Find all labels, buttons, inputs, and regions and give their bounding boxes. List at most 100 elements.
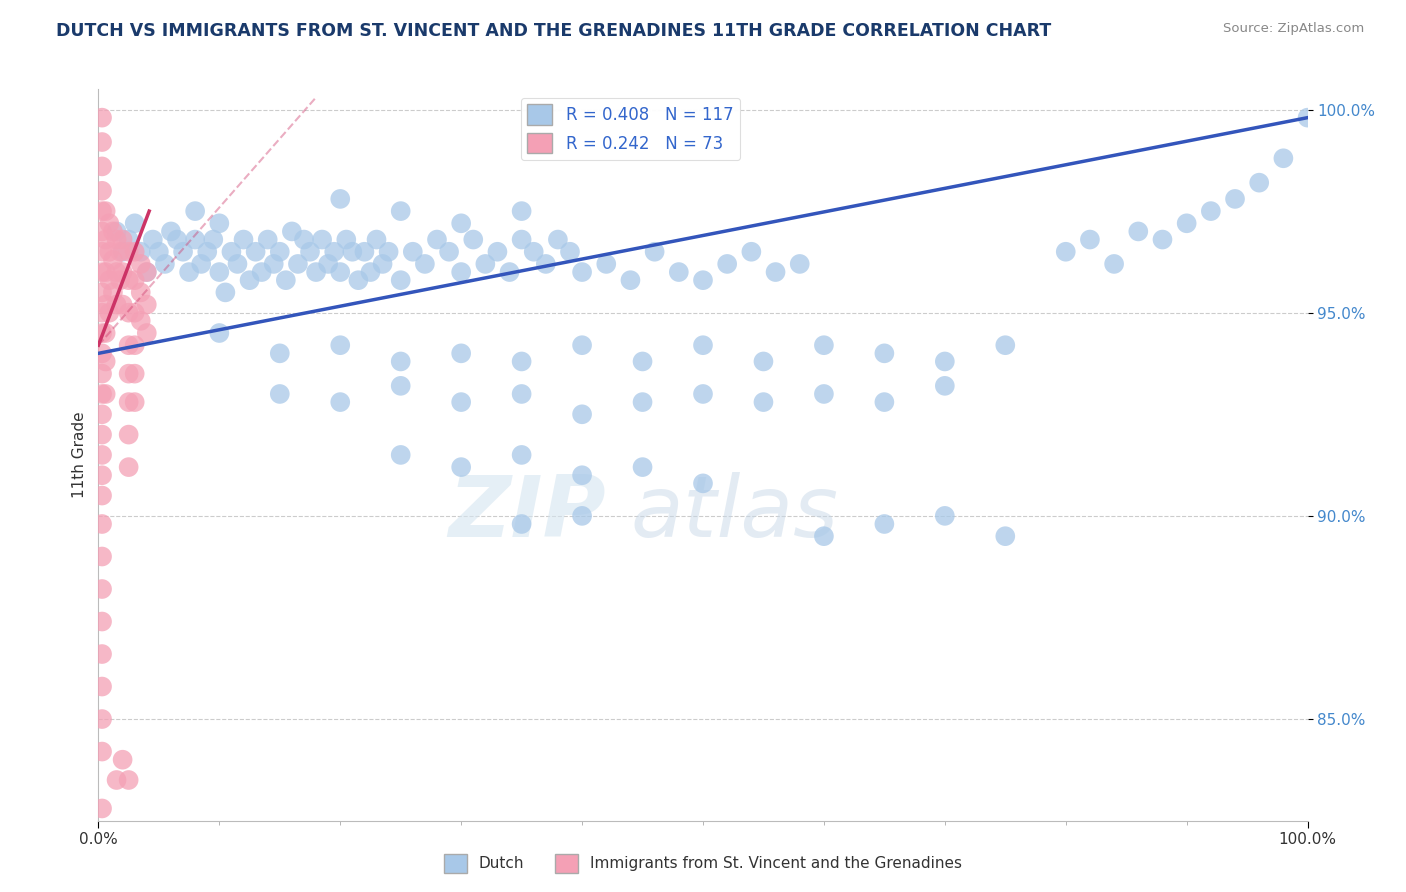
Point [108, 273, 131, 287]
Point [118, 460, 141, 475]
Point [631, 460, 654, 475]
Point [118, 338, 141, 352]
Point [91, 224, 114, 238]
Point [91, 615, 114, 629]
Point [1078, 233, 1101, 247]
Point [692, 476, 714, 491]
Point [135, 297, 157, 311]
Point [498, 265, 520, 279]
Point [389, 354, 412, 368]
Point [716, 257, 738, 271]
Point [226, 257, 249, 271]
Point [111, 297, 134, 311]
Point [135, 326, 157, 340]
Point [510, 204, 533, 219]
Point [91, 801, 114, 815]
Point [1152, 233, 1174, 247]
Point [124, 338, 146, 352]
Point [486, 244, 509, 259]
Point [366, 233, 388, 247]
Point [329, 395, 352, 409]
Point [873, 395, 896, 409]
Point [426, 233, 449, 247]
Point [184, 233, 207, 247]
Point [934, 354, 956, 368]
Point [571, 508, 593, 523]
Point [353, 244, 375, 259]
Point [765, 265, 787, 279]
Point [450, 395, 472, 409]
Point [389, 273, 412, 287]
Point [91, 184, 114, 198]
Point [263, 257, 285, 271]
Point [148, 244, 170, 259]
Point [342, 244, 364, 259]
Point [172, 244, 194, 259]
Point [311, 233, 333, 247]
Point [135, 265, 157, 279]
Point [91, 712, 114, 726]
Point [389, 448, 412, 462]
Point [94, 297, 117, 311]
Point [105, 224, 128, 238]
Point [595, 257, 617, 271]
Point [510, 448, 533, 462]
Point [118, 395, 141, 409]
Point [214, 285, 236, 300]
Point [547, 233, 569, 247]
Point [269, 346, 291, 360]
Point [474, 257, 496, 271]
Point [91, 326, 114, 340]
Point [184, 204, 207, 219]
Point [934, 379, 956, 393]
Point [274, 273, 297, 287]
Point [692, 387, 714, 401]
Point [118, 427, 141, 442]
Point [105, 233, 128, 247]
Point [510, 387, 533, 401]
Point [91, 387, 114, 401]
Point [298, 244, 321, 259]
Point [371, 257, 394, 271]
Point [994, 529, 1017, 543]
Point [124, 273, 146, 287]
Point [135, 265, 157, 279]
Point [510, 516, 533, 531]
Point [450, 346, 472, 360]
Point [98, 216, 121, 230]
Point [752, 354, 775, 368]
Point [118, 306, 141, 320]
Point [1054, 244, 1077, 259]
Point [118, 244, 141, 259]
Point [190, 257, 212, 271]
Point [91, 367, 114, 381]
Point [232, 233, 254, 247]
Point [437, 244, 460, 259]
Point [94, 233, 117, 247]
Point [934, 508, 956, 523]
Point [1296, 111, 1319, 125]
Point [160, 224, 183, 238]
Point [389, 379, 412, 393]
Point [91, 265, 114, 279]
Text: ZIP: ZIP [449, 472, 606, 555]
Point [111, 265, 134, 279]
Point [360, 265, 382, 279]
Point [558, 244, 581, 259]
Point [1249, 176, 1271, 190]
Point [129, 314, 152, 328]
Point [329, 192, 352, 206]
Point [98, 244, 121, 259]
Point [692, 273, 714, 287]
Point [105, 265, 128, 279]
Point [523, 244, 546, 259]
Point [402, 244, 425, 259]
Point [644, 244, 666, 259]
Point [1199, 204, 1222, 219]
Point [1175, 216, 1198, 230]
Point [94, 204, 117, 219]
Point [101, 252, 124, 267]
Point [98, 306, 121, 320]
Point [129, 244, 152, 259]
Text: atlas: atlas [630, 472, 838, 555]
